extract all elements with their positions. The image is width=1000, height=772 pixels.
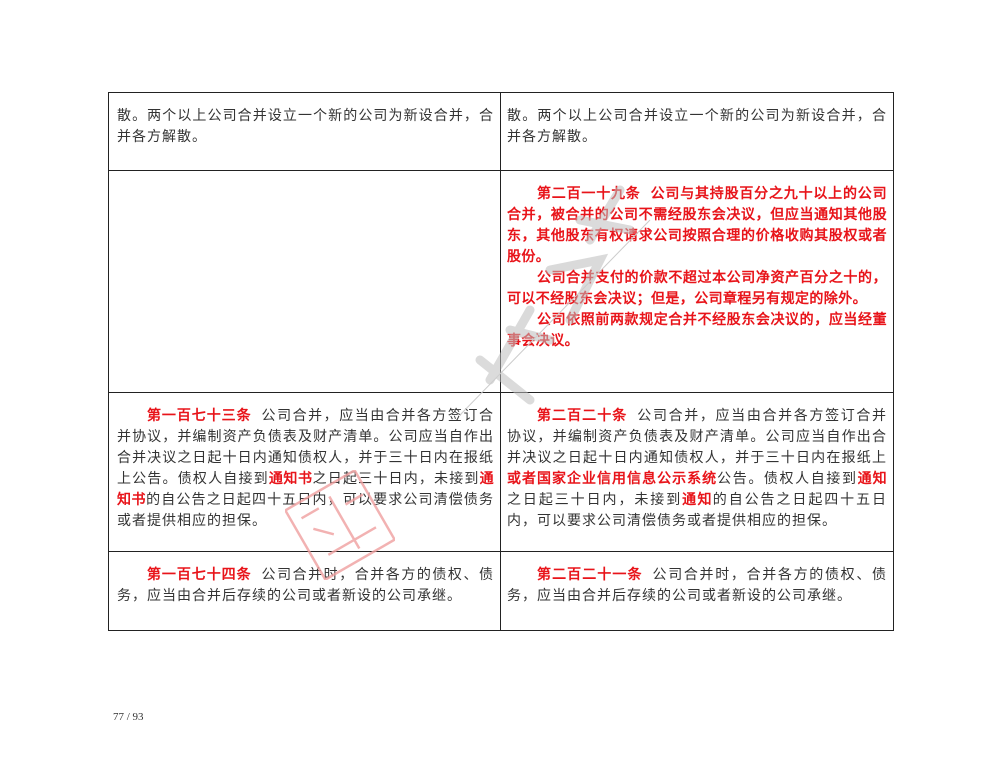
article-paragraph: 公司依照前两款规定合并不经股东会决议的，应当经董事会决议。 [507, 310, 887, 352]
amended-text: 通知书 [268, 471, 313, 487]
article-paragraph: 散。两个以上公司合并设立一个新的公司为新设合并，合并各方解散。 [117, 106, 494, 148]
comparison-table: 散。两个以上公司合并设立一个新的公司为新设合并，合并各方解散。 散。两个以上公司合… [108, 92, 894, 631]
old-law-cell [108, 170, 501, 393]
new-law-cell: 散。两个以上公司合并设立一个新的公司为新设合并，合并各方解散。 [500, 92, 894, 171]
text-segment: 之日起三十日内，未接到 [312, 471, 480, 487]
amended-text: 或者国家企业信用信息公示系统 [507, 471, 718, 487]
new-law-cell: 第二百二十一条 公司合并时，合并各方的债权、债务，应当由合并后存续的公司或者新设的… [500, 551, 894, 631]
table-row: 散。两个以上公司合并设立一个新的公司为新设合并，合并各方解散。 散。两个以上公司合… [108, 92, 894, 171]
article-paragraph: 第一百七十三条 公司合并，应当由合并各方签订合并协议，并编制资产负债表及财产清单。… [117, 406, 494, 532]
text-segment: 的自公告之日起四十五日内，可以要求公司清偿债务或者提供相应的担保。 [117, 492, 494, 529]
old-law-cell: 散。两个以上公司合并设立一个新的公司为新设合并，合并各方解散。 [108, 92, 501, 171]
old-law-cell: 第一百七十三条 公司合并，应当由合并各方签订合并协议，并编制资产负债表及财产清单。… [108, 392, 501, 552]
article-number: 第一百七十三条 [147, 408, 252, 424]
text-segment: 的自公告之日起四十五日内，可以要求公司清偿债务或者提供相应的担保。 [507, 492, 888, 529]
article-paragraph: 第二百二十条 公司合并，应当由合并各方签订合并协议，并编制资产负债表及财产清单。公… [507, 406, 887, 532]
amended-text: 通知书 [117, 471, 495, 508]
new-law-cell: 第二百一十九条 公司与其持股百分之九十以上的公司合并，被合并的公司不需经股东会决议… [500, 170, 894, 393]
table-row: 第一百七十三条 公司合并，应当由合并各方签订合并协议，并编制资产负债表及财产清单。… [108, 392, 894, 552]
article-number: 第二百一十九条 [537, 186, 641, 202]
new-law-cell: 第二百二十条 公司合并，应当由合并各方签订合并协议，并编制资产负债表及财产清单。公… [500, 392, 894, 552]
text-segment: 公司合并，应当由合并各方签订合并协议，并编制资产负债表及财产清单。公司应当自作出… [507, 408, 888, 466]
text-segment: 散。两个以上公司合并设立一个新的公司为新设合并，合并各方解散。 [507, 108, 887, 145]
text-segment: 公司合并，应当由合并各方签订合并协议，并编制资产负债表及财产清单。公司应当自作出… [117, 408, 494, 487]
amended-text: 通知 [857, 471, 887, 487]
amended-text: 通知 [682, 492, 713, 508]
article-paragraph: 公司合并支付的价款不超过本公司净资产百分之十的，可以不经股东会决议；但是，公司章… [507, 268, 887, 310]
article-number: 第二百二十条 [537, 408, 628, 424]
table-row: 第一百七十四条 公司合并时，合并各方的债权、债务，应当由合并后存续的公司或者新设的… [108, 551, 894, 631]
article-number: 第一百七十四条 [147, 567, 252, 583]
amended-text: 公司合并支付的价款不超过本公司净资产百分之十的，可以不经股东会决议；但是，公司章… [507, 270, 887, 307]
article-paragraph: 第二百一十九条 公司与其持股百分之九十以上的公司合并，被合并的公司不需经股东会决议… [507, 184, 887, 268]
text-segment: 公司合并时，合并各方的债权、债务，应当由合并后存续的公司或者新设的公司承继。 [507, 567, 887, 604]
article-paragraph: 第一百七十四条 公司合并时，合并各方的债权、债务，应当由合并后存续的公司或者新设的… [117, 565, 494, 607]
article-number: 第二百二十一条 [537, 567, 643, 583]
article-paragraph: 第二百二十一条 公司合并时，合并各方的债权、债务，应当由合并后存续的公司或者新设的… [507, 565, 887, 607]
article-paragraph: 散。两个以上公司合并设立一个新的公司为新设合并，合并各方解散。 [507, 106, 887, 148]
amended-text: 公司依照前两款规定合并不经股东会决议的，应当经董事会决议。 [507, 312, 887, 349]
text-segment: 散。两个以上公司合并设立一个新的公司为新设合并，合并各方解散。 [117, 108, 494, 145]
text-segment: 之日起三十日内，未接到 [507, 492, 683, 508]
table-row: 第二百一十九条 公司与其持股百分之九十以上的公司合并，被合并的公司不需经股东会决议… [108, 170, 894, 393]
old-law-cell: 第一百七十四条 公司合并时，合并各方的债权、债务，应当由合并后存续的公司或者新设的… [108, 551, 501, 631]
text-segment: 公告。债权人自接到 [717, 471, 858, 487]
page-number: 77 / 93 [113, 711, 144, 723]
